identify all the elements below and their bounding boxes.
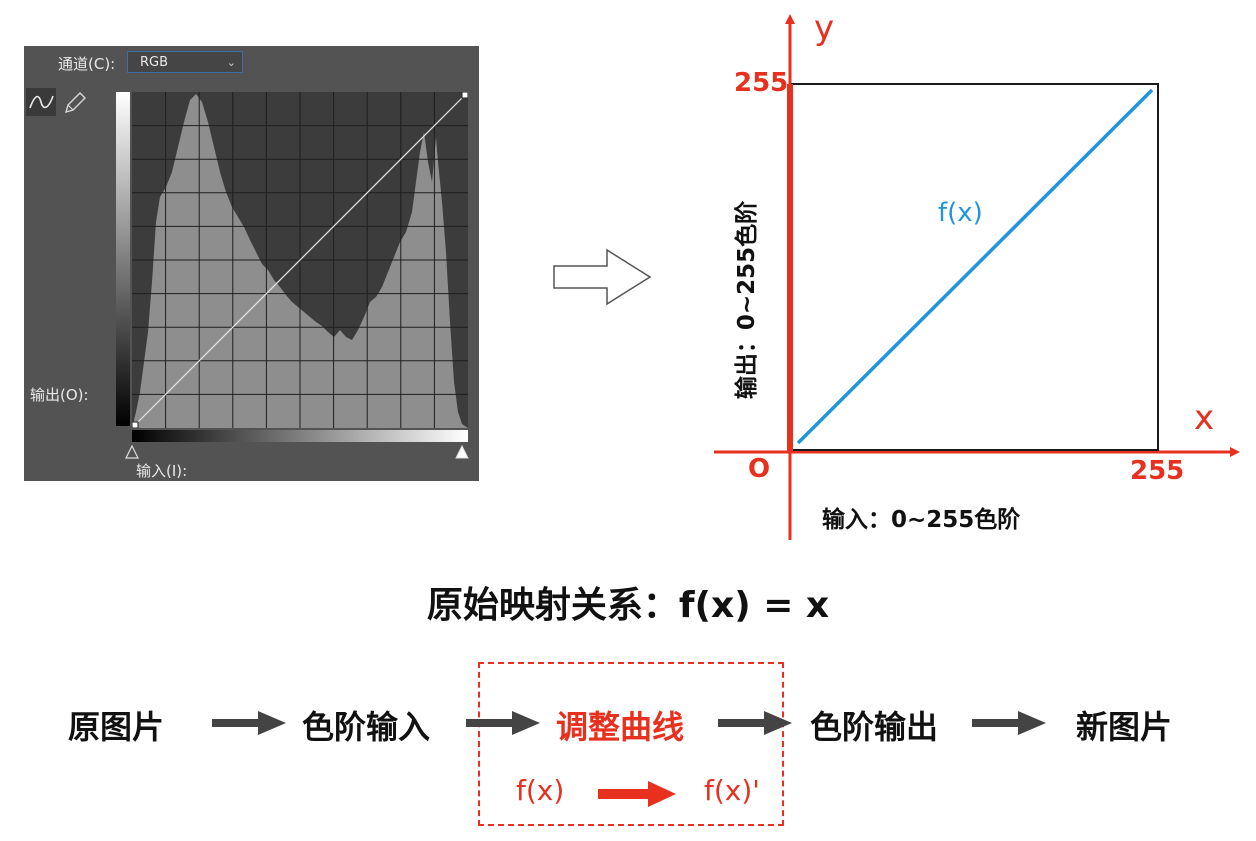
origin-label: O (748, 454, 771, 484)
flow-step-adjust-curve: 调整曲线 (556, 708, 685, 746)
curve-graph[interactable] (132, 92, 468, 428)
black-point-slider[interactable] (124, 444, 140, 460)
output-gradient-bar (116, 92, 130, 426)
y-max-label: 255 (734, 68, 789, 98)
flow-step-level-input: 色阶输入 (302, 708, 431, 746)
flow-arrow-2 (466, 711, 540, 735)
input-label: 输入(I): (136, 462, 188, 480)
flow-step-original-image: 原图片 (68, 708, 165, 746)
input-caption: 输入：0~255色阶 (822, 507, 1021, 533)
chevron-down-icon: ⌄ (226, 56, 236, 69)
channel-label: 通道(C): (58, 55, 116, 73)
output-caption: 输出：0~255色阶 (734, 200, 760, 400)
fx-label: f(x) (938, 198, 983, 228)
curve-from-label: f(x) (516, 774, 565, 807)
curve-icon (29, 95, 54, 109)
fx-line (796, 88, 1154, 445)
pencil-tool-button[interactable] (62, 90, 88, 116)
curve-point-white[interactable] (461, 92, 468, 99)
flow-step-new-image: 新图片 (1076, 708, 1173, 746)
right-arrow-icon (553, 248, 652, 306)
curve-transform-arrow (598, 781, 676, 807)
channel-value: RGB (140, 55, 169, 70)
curve-to-label: f(x)' (704, 774, 760, 807)
input-gradient-bar (132, 430, 468, 442)
flow-step-level-output: 色阶输出 (810, 708, 939, 746)
y-axis-label: y (814, 8, 835, 48)
white-point-slider[interactable] (454, 444, 470, 460)
flow-arrow-1 (212, 711, 286, 735)
flow-arrow-3 (718, 711, 792, 735)
flow-arrow-4 (972, 711, 1046, 735)
adjust-curve-box (478, 662, 784, 826)
channel-select[interactable]: RGB ⌄ (127, 51, 243, 73)
curves-panel: 通道(C): RGB ⌄ 输出(O): (24, 46, 479, 481)
x-max-label: 255 (1130, 456, 1185, 486)
mapping-title: 原始映射关系：f(x) = x (426, 585, 830, 626)
x-axis-label: x (1194, 398, 1215, 438)
identity-curve[interactable] (134, 94, 466, 426)
curve-point-black[interactable] (132, 421, 139, 428)
mapping-graph (714, 14, 1240, 540)
curve-tool-button[interactable] (26, 88, 56, 116)
output-label: 输出(O): (30, 386, 89, 404)
pencil-icon (64, 92, 86, 114)
